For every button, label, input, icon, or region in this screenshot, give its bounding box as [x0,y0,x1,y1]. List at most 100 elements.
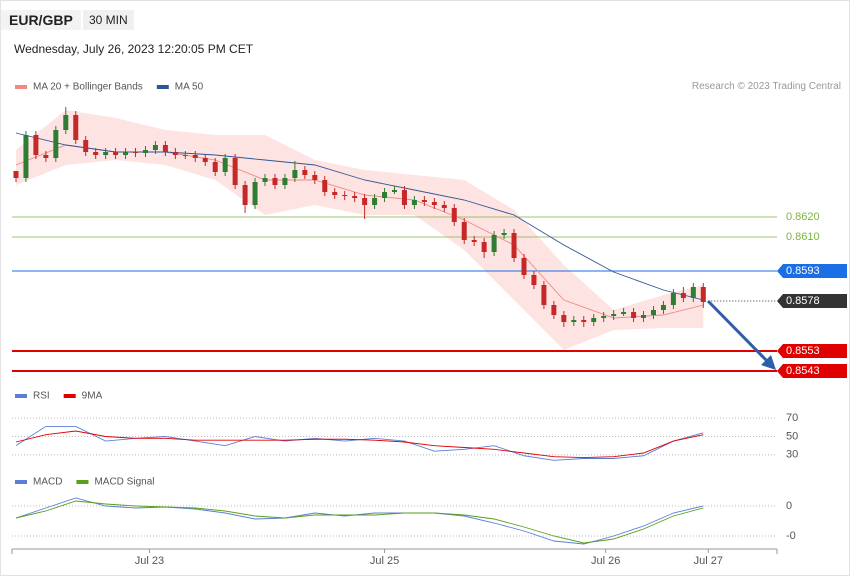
x-tick-label: Jul 27 [694,555,723,567]
candle-body [232,158,238,185]
legend-label: MACD [33,477,62,488]
candle-body [172,152,178,155]
legend-label: MA 50 [175,82,204,93]
indicator-line [15,500,704,544]
candle-body [312,175,318,180]
legend-swatch [63,394,76,398]
candle-body [272,178,278,185]
candle-body [511,233,517,258]
x-tick-label: Jul 26 [591,555,620,567]
candle-body [182,155,188,156]
candle-body [571,320,577,322]
candle-body [641,315,647,318]
y-tick-label: 50 [786,430,798,442]
candle-body [601,316,607,318]
candle-body [650,310,656,315]
candle-body [332,192,338,195]
candle-body [212,162,218,172]
interval: 30 MIN [83,10,134,30]
candle-body [113,152,119,155]
candle-body [222,158,228,172]
candle-body [302,170,308,175]
candle-body [700,287,706,302]
candle-body [660,305,666,310]
level-label: 0.8593 [786,265,820,277]
candle-body [83,140,89,152]
level-label: 0.8620 [786,211,820,223]
candle-body [192,155,198,158]
candle-body [262,178,268,182]
candle-body [441,205,447,208]
x-tick-label: Jul 23 [135,555,164,567]
candle-body [202,158,208,162]
level-box [777,364,847,378]
candle-body [73,115,79,140]
legend-label: MACD Signal [94,477,154,488]
y-tick-label: -0 [786,530,796,542]
y-tick-label: 30 [786,449,798,461]
credit: Research © 2023 Trading Central [691,81,841,92]
candle-body [411,200,417,205]
candle-body [690,287,696,298]
candle-body [43,155,49,158]
candle-body [401,190,407,205]
candle-body [491,235,497,252]
candle-body [142,150,148,153]
candle-body [352,196,358,198]
legend-swatch [156,85,169,89]
candle-body [561,315,567,322]
candle-body [521,258,527,275]
bollinger-band [15,110,704,350]
candle-body [461,222,467,240]
candle-body [63,115,69,130]
candle-body [362,198,368,205]
candle-body [13,171,19,178]
legend-swatch [15,85,27,89]
legend-label: 9MA [82,391,103,402]
candle-body [680,293,686,298]
level-label: 0.8543 [786,365,820,377]
candle-body [123,152,129,155]
candle-body [621,312,627,314]
candle-body [242,185,248,205]
y-tick-label: 70 [786,412,798,424]
candle-body [133,152,139,153]
candle-body [152,145,158,150]
level-label: 0.8578 [786,295,820,307]
candle-body [342,195,348,196]
candle-body [33,135,39,155]
symbol: EUR/GBP [1,10,81,30]
level-box [777,294,847,308]
candle-body [531,275,537,285]
candle-body [282,178,288,185]
forecast-arrow-head [761,355,776,370]
candle-body [541,285,547,305]
candle-body [611,314,617,316]
candle-body [392,190,397,192]
candle-body [591,318,597,322]
y-tick-label: 0 [786,500,792,512]
legend-swatch [76,480,89,484]
level-box [777,264,847,278]
candle-body [252,182,258,205]
candle-body [23,135,29,178]
candle-body [53,130,59,158]
candle-body [501,233,507,235]
level-label: 0.8553 [786,345,820,357]
datetime: Wednesday, July 26, 2023 12:20:05 PM CET [14,42,254,56]
forecast-arrow [706,299,769,363]
candle-body [93,152,99,155]
legend-label: RSI [33,391,50,402]
candle-body [581,320,587,322]
candle-body [382,192,388,198]
candle-body [103,152,109,155]
candle-body [481,242,487,252]
legend-label: MA 20 + Bollinger Bands [33,82,143,93]
candle-body [670,293,676,305]
candle-body [551,305,557,315]
ma-line [15,132,704,301]
candle-body [471,240,477,242]
level-label: 0.8610 [786,231,820,243]
level-box [777,344,847,358]
